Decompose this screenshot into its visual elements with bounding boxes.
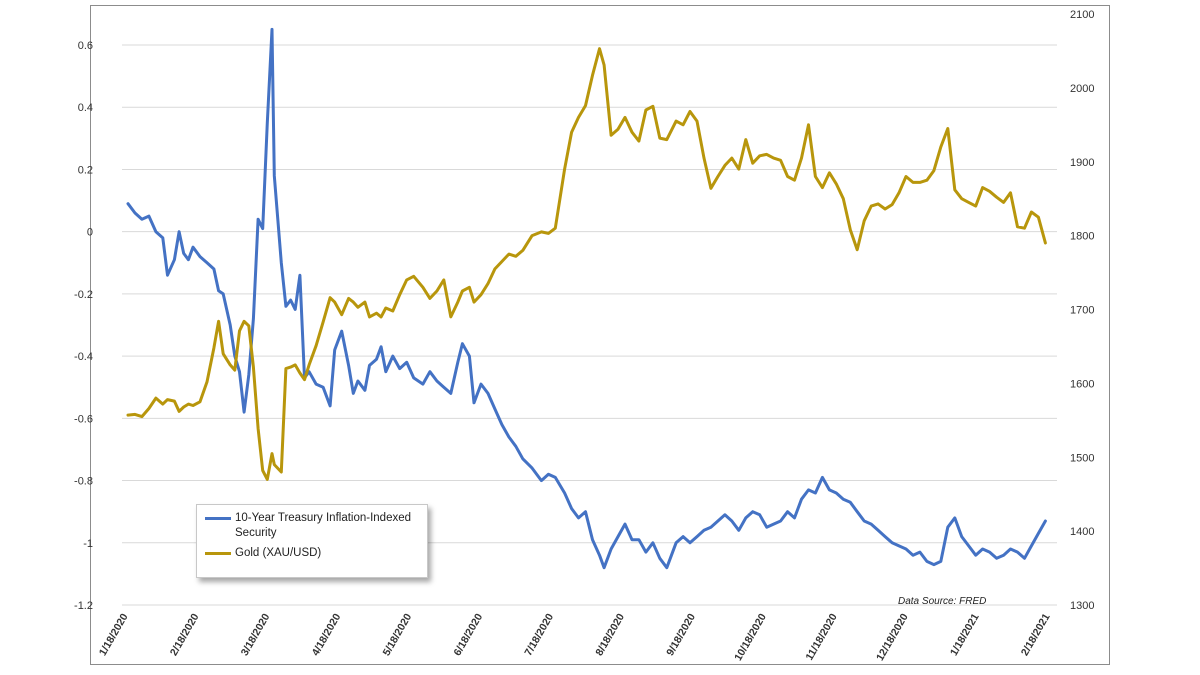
right-tick-label: 1800 xyxy=(1070,231,1094,243)
right-tick-label: 1600 xyxy=(1070,378,1094,390)
left-tick-label: -0.2 xyxy=(74,289,93,301)
x-tick-label: 2/18/2021 xyxy=(1019,611,1053,658)
left-axis-ticks: 0.6 0.4 0.2 0 -0.2 -0.4 -0.6 -0.8 -1 -1.2 xyxy=(74,40,93,612)
left-tick-label: -1.2 xyxy=(74,600,93,612)
x-tick-label: 6/18/2020 xyxy=(451,611,485,658)
legend-item-tips: 10-Year Treasury Inflation-Indexed Secur… xyxy=(205,511,425,541)
legend-label-tips: 10-Year Treasury Inflation-Indexed Secur… xyxy=(235,512,412,539)
legend-swatch-tips xyxy=(205,517,231,520)
x-tick-label: 10/18/2020 xyxy=(732,611,769,663)
left-tick-label: -0.8 xyxy=(74,476,93,488)
right-tick-label: 1700 xyxy=(1070,305,1094,317)
x-tick-label: 11/18/2020 xyxy=(803,611,839,662)
x-tick-label: 9/18/2020 xyxy=(664,611,698,658)
left-tick-label: -1 xyxy=(83,538,93,550)
x-tick-label: 3/18/2020 xyxy=(239,611,273,658)
x-tick-label: 4/18/2020 xyxy=(310,611,344,658)
data-source-note: Data Source: FRED xyxy=(898,596,986,607)
series-line-tips xyxy=(126,27,1047,570)
legend-item-gold: Gold (XAU/USD) xyxy=(205,546,425,561)
left-tick-label: 0.6 xyxy=(78,40,93,52)
right-axis-ticks: 2100 2000 1900 1800 1700 1600 1500 1400 1300 xyxy=(1070,9,1094,612)
left-tick-label: -0.6 xyxy=(74,413,93,425)
x-tick-label: 7/18/2020 xyxy=(522,611,556,658)
right-tick-label: 1400 xyxy=(1070,526,1094,538)
right-tick-label: 2100 xyxy=(1070,9,1094,21)
right-tick-label: 2000 xyxy=(1070,83,1094,95)
left-tick-label: -0.4 xyxy=(74,351,93,363)
left-tick-label: 0.2 xyxy=(78,164,93,176)
x-tick-label: 2/18/2020 xyxy=(168,611,202,658)
legend: 10-Year Treasury Inflation-Indexed Secur… xyxy=(196,504,428,578)
x-tick-label: 12/18/2020 xyxy=(874,611,911,663)
x-axis-ticks: 1/18/2020 2/18/2020 3/18/2020 4/18/2020 5/18… xyxy=(97,611,1053,663)
right-tick-label: 1300 xyxy=(1070,600,1094,612)
series-lines xyxy=(126,27,1047,570)
x-tick-label: 1/18/2021 xyxy=(948,611,982,658)
x-tick-label: 8/18/2020 xyxy=(593,611,627,658)
series-line-gold xyxy=(126,47,1047,481)
legend-swatch-gold xyxy=(205,552,231,555)
x-tick-label: 1/18/2020 xyxy=(97,611,131,658)
right-tick-label: 1500 xyxy=(1070,452,1094,464)
left-tick-label: 0.4 xyxy=(78,102,93,114)
x-tick-label: 5/18/2020 xyxy=(381,611,415,658)
left-tick-label: 0 xyxy=(87,227,93,239)
right-tick-label: 1900 xyxy=(1070,157,1094,169)
legend-label-gold: Gold (XAU/USD) xyxy=(235,547,322,559)
